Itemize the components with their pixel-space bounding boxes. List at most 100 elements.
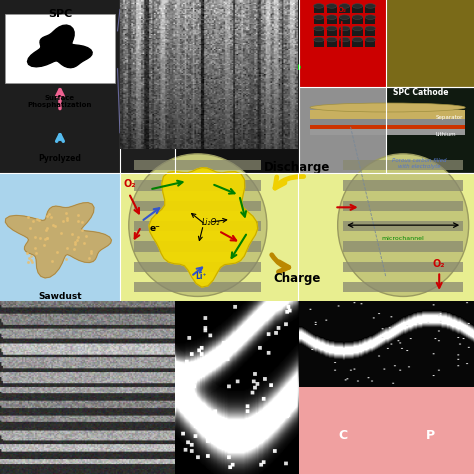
Ellipse shape xyxy=(129,154,267,296)
FancyBboxPatch shape xyxy=(134,180,261,191)
Bar xyxy=(365,28,375,36)
Text: 100 μm: 100 μm xyxy=(145,464,166,469)
Ellipse shape xyxy=(339,26,350,31)
Ellipse shape xyxy=(314,15,324,19)
Ellipse shape xyxy=(352,37,363,42)
Bar xyxy=(352,17,363,25)
Bar xyxy=(327,6,337,13)
Text: N: N xyxy=(425,342,435,355)
Bar xyxy=(327,28,337,36)
Bar xyxy=(339,6,350,13)
Ellipse shape xyxy=(339,37,350,42)
Text: Pyrolyzed: Pyrolyzed xyxy=(38,155,82,163)
Bar xyxy=(352,6,363,13)
Bar xyxy=(175,0,299,173)
Text: SPC: SPC xyxy=(48,9,72,18)
Bar xyxy=(365,39,375,47)
FancyBboxPatch shape xyxy=(134,241,261,252)
Polygon shape xyxy=(149,168,258,287)
FancyBboxPatch shape xyxy=(134,221,261,231)
Bar xyxy=(365,17,375,25)
Ellipse shape xyxy=(365,26,375,31)
Text: Lithium: Lithium xyxy=(435,132,456,137)
Bar xyxy=(339,39,350,47)
Text: d: d xyxy=(176,303,183,313)
Ellipse shape xyxy=(352,15,363,19)
Bar xyxy=(386,87,474,173)
FancyBboxPatch shape xyxy=(343,241,464,252)
Ellipse shape xyxy=(337,154,469,296)
Text: e⁻: e⁻ xyxy=(150,224,160,233)
Bar xyxy=(120,173,474,325)
Ellipse shape xyxy=(314,4,324,8)
Text: O₂: O₂ xyxy=(433,259,446,269)
FancyBboxPatch shape xyxy=(5,14,115,83)
Text: microchannel: microchannel xyxy=(382,236,425,241)
FancyBboxPatch shape xyxy=(343,221,464,231)
Bar xyxy=(314,28,324,36)
Bar xyxy=(0,173,120,474)
Text: SPC Cathode: SPC Cathode xyxy=(393,88,449,97)
Bar xyxy=(327,39,337,47)
Text: Li₂O₂: Li₂O₂ xyxy=(201,218,220,227)
FancyBboxPatch shape xyxy=(134,160,261,170)
Text: b: b xyxy=(122,9,130,18)
FancyBboxPatch shape xyxy=(343,201,464,211)
Text: 2 μm: 2 μm xyxy=(457,380,472,385)
Text: Sawdust: Sawdust xyxy=(38,292,82,301)
Text: P: P xyxy=(426,428,435,442)
Text: Li⁺: Li⁺ xyxy=(195,272,207,281)
Bar xyxy=(365,6,375,13)
Polygon shape xyxy=(5,203,111,278)
Bar xyxy=(314,17,324,25)
Text: O₂: O₂ xyxy=(213,12,223,21)
Text: O₂: O₂ xyxy=(337,7,346,13)
Bar xyxy=(310,126,465,129)
Bar xyxy=(310,110,465,119)
Text: O₂: O₂ xyxy=(124,179,137,189)
Bar xyxy=(352,39,363,47)
Ellipse shape xyxy=(352,26,363,31)
Bar xyxy=(352,28,363,36)
Ellipse shape xyxy=(365,37,375,42)
FancyBboxPatch shape xyxy=(134,282,261,292)
Bar xyxy=(310,129,465,135)
Bar xyxy=(314,6,324,13)
Bar xyxy=(298,325,474,474)
Bar xyxy=(299,87,474,173)
FancyBboxPatch shape xyxy=(343,180,464,191)
FancyBboxPatch shape xyxy=(343,262,464,272)
FancyBboxPatch shape xyxy=(343,282,464,292)
FancyBboxPatch shape xyxy=(134,201,261,211)
Ellipse shape xyxy=(314,37,324,42)
Bar xyxy=(299,0,386,87)
Bar xyxy=(0,0,175,173)
Text: parallel channels: parallel channels xyxy=(9,416,70,421)
Bar xyxy=(327,17,337,25)
Bar xyxy=(310,119,465,126)
Bar xyxy=(386,0,474,87)
Ellipse shape xyxy=(339,15,350,19)
Ellipse shape xyxy=(339,4,350,8)
Polygon shape xyxy=(27,25,92,68)
FancyBboxPatch shape xyxy=(343,160,464,170)
Ellipse shape xyxy=(365,4,375,8)
Ellipse shape xyxy=(314,26,324,31)
Text: e: e xyxy=(301,303,308,313)
Text: slit pores: slit pores xyxy=(9,306,42,311)
Ellipse shape xyxy=(352,4,363,8)
Bar xyxy=(120,325,298,474)
Text: C: C xyxy=(338,428,347,442)
FancyBboxPatch shape xyxy=(134,262,261,272)
Text: O₂: O₂ xyxy=(154,12,164,21)
Ellipse shape xyxy=(310,103,465,112)
Text: 500 nm: 500 nm xyxy=(275,466,296,472)
Text: Surface
Phosphatization: Surface Phosphatization xyxy=(28,95,92,109)
Ellipse shape xyxy=(327,26,337,31)
Ellipse shape xyxy=(365,15,375,19)
Ellipse shape xyxy=(327,15,337,19)
Bar xyxy=(339,17,350,25)
Text: Porous carbon filled
with electrolyte: Porous carbon filled with electrolyte xyxy=(392,158,447,169)
Bar xyxy=(339,28,350,36)
Ellipse shape xyxy=(327,4,337,8)
